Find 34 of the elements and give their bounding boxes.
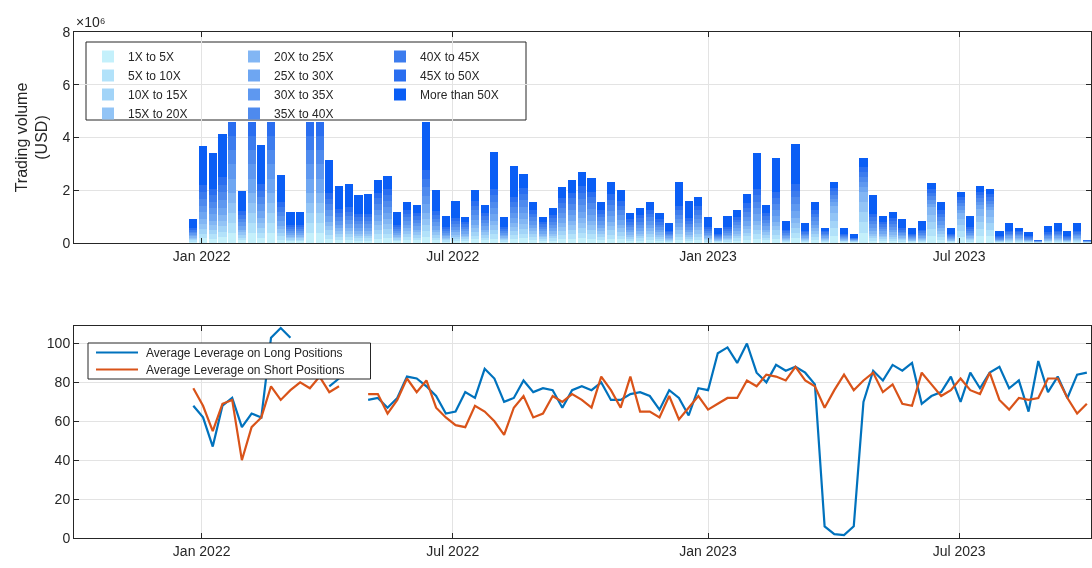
x-tick-label: Jan 2023 <box>679 542 738 559</box>
legend-label: 15X to 20X <box>128 107 188 122</box>
legend-label: More than 50X <box>420 88 499 103</box>
x-tick-label: Jul 2023 <box>932 247 986 264</box>
x-tick-label: Jul 2022 <box>426 542 480 559</box>
legend-label: 25X to 30X <box>274 69 334 84</box>
y-axis-title: Trading volume (USD) <box>12 82 51 193</box>
legend-label: 20X to 25X <box>274 50 334 65</box>
y-tick-label: 0 <box>62 234 71 251</box>
legend-label: Average Leverage on Long Positions <box>146 346 343 360</box>
y-tick-label: 80 <box>54 374 71 391</box>
legend-label: 30X to 35X <box>274 88 334 103</box>
y-tick-label: 100 <box>46 335 71 352</box>
y-tick-label: 8 <box>62 23 71 40</box>
legend-label: 45X to 50X <box>420 69 480 84</box>
y-tick-label: 2 <box>62 182 71 199</box>
x-tick-label: Jul 2022 <box>426 247 480 264</box>
y-tick-label: 0 <box>62 529 71 546</box>
legend-label: 10X to 15X <box>128 88 188 103</box>
x-tick-label: Jan 2022 <box>172 542 231 559</box>
y-tick-label: 60 <box>54 413 71 430</box>
legend-label: Average Leverage on Short Positions <box>146 363 345 377</box>
y-tick-label: 40 <box>54 452 71 469</box>
y-tick-label: 6 <box>62 76 71 93</box>
y-tick-label: 4 <box>62 129 71 146</box>
legend-label: 40X to 45X <box>420 50 480 65</box>
legend-label: 35X to 40X <box>274 107 334 122</box>
legend-label: 5X to 10X <box>128 69 181 84</box>
legend-label: 1X to 5X <box>128 50 175 65</box>
text: ×10⁶ <box>76 14 106 30</box>
x-tick-label: Jan 2022 <box>172 247 231 264</box>
x-tick-label: Jan 2023 <box>679 247 738 264</box>
y-tick-label: 20 <box>54 491 71 507</box>
x-tick-label: Jul 2023 <box>932 542 986 559</box>
